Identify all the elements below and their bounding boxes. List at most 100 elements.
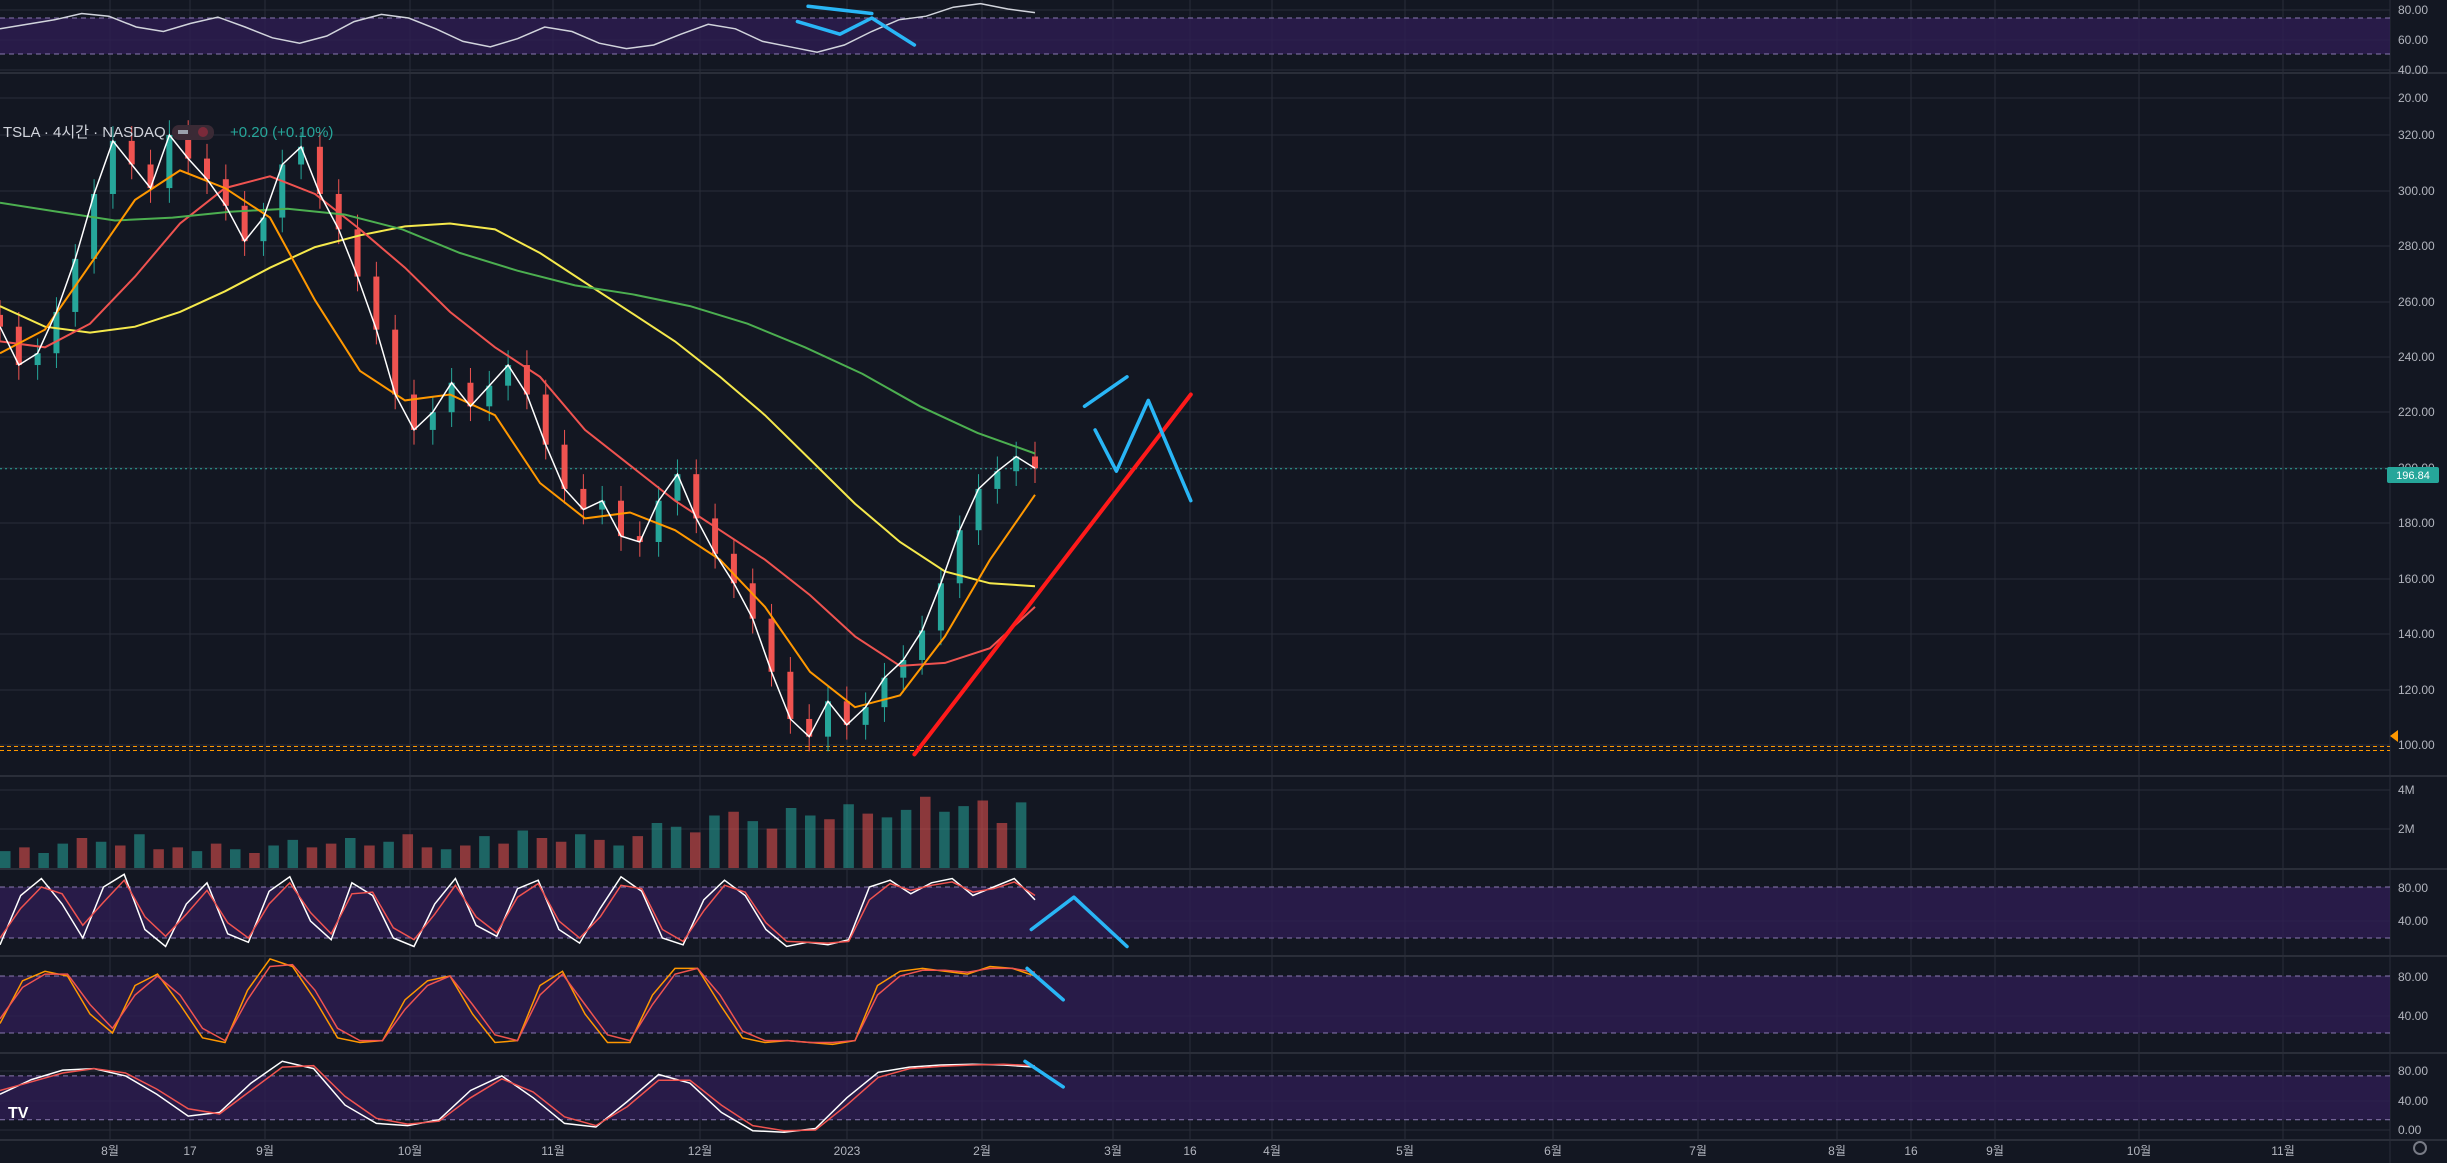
price-tick-label: 260.00	[2398, 295, 2435, 309]
candle-body	[806, 718, 813, 737]
volume-bar	[210, 843, 222, 868]
volume-bar	[38, 853, 49, 868]
volume-bar	[345, 838, 356, 868]
volume-bar	[440, 849, 452, 868]
candle-body	[787, 671, 794, 719]
moving-average-line	[0, 175, 1036, 667]
status-dot-icon	[198, 127, 208, 137]
candle-body	[204, 158, 210, 180]
time-tick-label: 9월	[1986, 1144, 2004, 1158]
volume-bar	[95, 841, 107, 868]
candle-body	[316, 146, 323, 194]
volume-bar	[76, 838, 88, 868]
drawn-trendline	[1023, 1059, 1065, 1089]
volume-bar	[460, 845, 471, 868]
time-tick-label: 12월	[688, 1144, 712, 1158]
tradingview-logo[interactable]: TV	[8, 1105, 29, 1122]
drawn-trendline	[1082, 375, 1129, 409]
price-axis[interactable]: 80.00 60.00 40.00 20.00 320.00 300.00 280.00 26…	[2390, 3, 2435, 1137]
oscillator-band	[0, 887, 2390, 938]
gear-icon[interactable]	[2413, 1141, 2427, 1155]
candle-body	[91, 193, 98, 259]
time-tick-label: 16	[1183, 1144, 1197, 1158]
oscillator-series-line	[0, 2, 1036, 53]
price-tick-label: 40.00	[2398, 1094, 2428, 1108]
volume-bar	[670, 826, 682, 868]
volume-bar	[115, 845, 126, 868]
symbol-title[interactable]: TSLA · 4시간 · NASDAQ	[3, 124, 166, 141]
oscillator-band	[0, 976, 2390, 1033]
price-tick-label: 180.00	[2398, 516, 2435, 530]
volume-bar	[958, 806, 969, 868]
volume-bar	[57, 843, 69, 868]
candle-body	[975, 488, 982, 531]
drawn-trendline	[1025, 966, 1065, 1002]
candle-body	[599, 500, 606, 510]
chart-panels[interactable]	[0, 2, 2390, 1133]
volume-bar	[1015, 802, 1027, 868]
candle-body	[128, 140, 135, 165]
candle-body	[956, 530, 963, 584]
time-axis[interactable]: 8월 17 9월 10월 11월 12월 2023 2월 3월 16 4월 5월 6월 7월 8월 16 9월 1…	[101, 1144, 2295, 1158]
volume-bar	[728, 811, 739, 868]
volume-bar	[651, 823, 663, 868]
time-tick-label: 3월	[1104, 1144, 1122, 1158]
price-tick-label: 80.00	[2398, 3, 2428, 17]
drawn-trendline	[912, 392, 1193, 757]
price-tick-label: 220.00	[2398, 405, 2435, 419]
volume-bar	[383, 841, 394, 868]
volume-bar	[134, 834, 145, 868]
candle-body	[693, 474, 700, 519]
time-tick-label: 7월	[1689, 1144, 1707, 1158]
price-tick-label: 4M	[2398, 783, 2415, 797]
price-tick-label: 20.00	[2398, 91, 2428, 105]
price-tick-label: 140.00	[2398, 627, 2435, 641]
volume-bar	[824, 819, 835, 868]
candle-body	[862, 707, 869, 725]
candle-body	[712, 518, 719, 554]
volume-bar	[996, 823, 1008, 868]
oscillator-band	[0, 1075, 2390, 1120]
price-tick-label: 0.00	[2398, 1123, 2422, 1137]
volume-bar	[306, 847, 318, 868]
candle-body	[411, 394, 417, 430]
volume-bar	[19, 847, 30, 868]
candle-body	[109, 140, 116, 194]
volume-bar	[613, 845, 624, 868]
time-tick-label: 8월	[101, 1144, 119, 1158]
price-change: +0.20 (+0.10%)	[230, 124, 333, 141]
price-tick-label: 320.00	[2398, 128, 2435, 142]
time-tick-label: 4월	[1263, 1144, 1281, 1158]
volume-bar	[862, 813, 874, 868]
price-tick-label: 120.00	[2398, 683, 2435, 697]
volume-bar	[268, 845, 279, 868]
volume-bar	[575, 834, 586, 868]
volume-bar	[479, 836, 490, 868]
volume-bar	[421, 847, 433, 868]
price-tick-label: 80.00	[2398, 1064, 2428, 1078]
price-tick-label: 240.00	[2398, 350, 2435, 364]
volume-bar	[536, 838, 548, 868]
candle-body	[768, 618, 775, 672]
moving-average-line	[0, 222, 1036, 588]
candle-body	[260, 217, 267, 242]
price-tick-label: 280.00	[2398, 239, 2435, 253]
volume-bar	[555, 841, 567, 868]
price-tick-label: 40.00	[2398, 1009, 2428, 1023]
candle-body	[843, 701, 850, 725]
candle-body	[655, 500, 662, 542]
oscillator-series-line	[0, 878, 1036, 944]
volume-bar	[498, 843, 509, 868]
candle-body	[881, 677, 888, 708]
volume-bar	[920, 796, 931, 868]
drawn-trendline	[795, 16, 917, 47]
candle-body	[674, 474, 681, 501]
volume-bar	[153, 849, 164, 868]
candle-body	[392, 329, 399, 395]
volume-bar	[881, 817, 893, 868]
candle-body	[636, 536, 643, 542]
last-price-label: 196.84	[2396, 470, 2430, 482]
candle-body	[1032, 456, 1038, 469]
